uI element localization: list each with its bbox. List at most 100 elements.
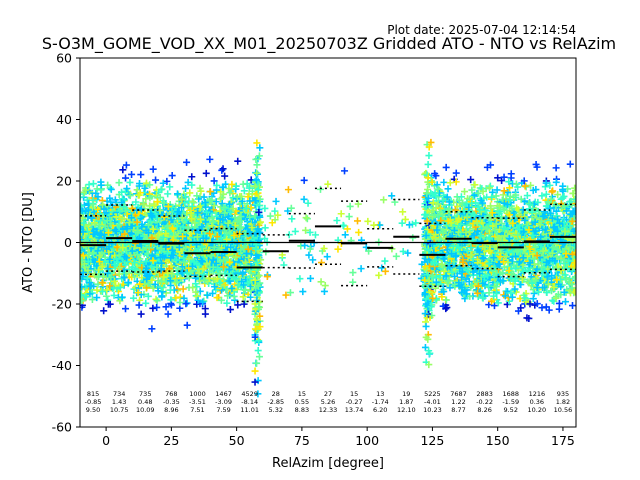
data-point <box>559 194 567 202</box>
data-point <box>316 185 324 193</box>
data-point <box>299 288 307 296</box>
data-point <box>102 292 110 300</box>
data-point <box>94 280 102 288</box>
data-point <box>223 299 231 307</box>
data-point <box>146 181 154 189</box>
data-point <box>148 325 156 333</box>
data-point <box>317 278 325 286</box>
data-point <box>110 291 118 299</box>
data-point <box>182 300 190 308</box>
data-point <box>163 177 171 185</box>
data-point <box>304 199 312 207</box>
data-point <box>184 178 192 186</box>
data-point <box>151 247 159 255</box>
data-point <box>213 294 221 302</box>
data-point <box>341 167 349 175</box>
data-point <box>354 200 362 208</box>
data-point <box>116 297 124 305</box>
data-point <box>562 298 570 306</box>
data-point <box>183 158 191 166</box>
data-point <box>188 181 196 189</box>
data-point <box>186 189 194 197</box>
data-point <box>100 307 108 315</box>
data-point <box>166 183 174 191</box>
data-point <box>103 286 111 294</box>
data-point <box>172 294 180 302</box>
data-point <box>122 305 130 313</box>
data-point <box>179 285 187 293</box>
data-point <box>122 174 130 182</box>
data-point <box>399 208 407 216</box>
data-point <box>153 297 161 305</box>
data-point <box>168 172 176 180</box>
data-point <box>349 278 357 286</box>
data-point <box>254 347 262 355</box>
data-point <box>253 161 261 169</box>
data-point <box>467 176 475 184</box>
data-point <box>404 249 412 257</box>
data-point <box>210 177 218 185</box>
data-point <box>188 202 196 210</box>
data-point <box>349 269 357 277</box>
data-point <box>375 271 383 279</box>
data-point <box>177 204 185 212</box>
data-point <box>80 201 88 209</box>
data-point <box>323 253 331 261</box>
data-point <box>206 155 214 163</box>
data-point <box>133 186 141 194</box>
data-point <box>251 367 259 375</box>
data-point <box>89 180 97 188</box>
data-point <box>309 256 317 264</box>
data-point <box>225 185 233 193</box>
data-point <box>128 170 136 178</box>
data-point <box>234 157 242 165</box>
data-point <box>398 219 406 227</box>
data-point <box>217 296 225 304</box>
data-point <box>552 164 560 172</box>
data-point <box>240 187 248 195</box>
data-point <box>425 152 433 160</box>
data-point <box>115 179 123 187</box>
data-point <box>164 190 172 198</box>
data-point <box>152 295 160 303</box>
data-point <box>334 245 342 253</box>
data-point <box>119 166 127 174</box>
data-point <box>291 227 299 235</box>
data-point <box>261 224 269 232</box>
data-point <box>137 171 145 179</box>
data-point <box>135 301 143 309</box>
data-point <box>364 217 372 225</box>
data-point <box>569 302 576 310</box>
data-point <box>152 176 160 184</box>
data-point <box>206 188 214 196</box>
data-point <box>185 274 193 282</box>
data-point <box>126 178 134 186</box>
data-point <box>196 287 204 295</box>
data-point <box>355 228 363 236</box>
data-point <box>80 291 85 299</box>
data-point <box>135 191 143 199</box>
data-point <box>193 283 201 291</box>
data-point <box>180 294 188 302</box>
data-point <box>346 202 354 210</box>
data-point <box>317 259 325 267</box>
data-point <box>424 160 432 168</box>
data-point <box>88 296 96 304</box>
data-point <box>399 247 407 255</box>
data-point <box>104 300 112 308</box>
data-point <box>182 184 190 192</box>
data-point <box>388 192 396 200</box>
data-point <box>392 252 400 260</box>
data-point <box>296 275 304 283</box>
data-point <box>321 282 329 290</box>
data-point <box>300 195 308 203</box>
data-point <box>381 267 389 275</box>
data-point <box>324 180 332 188</box>
data-point <box>85 181 93 189</box>
data-point <box>333 216 341 224</box>
data-point <box>149 304 157 312</box>
data-point <box>104 181 112 189</box>
data-point <box>212 198 220 206</box>
data-point <box>154 287 162 295</box>
